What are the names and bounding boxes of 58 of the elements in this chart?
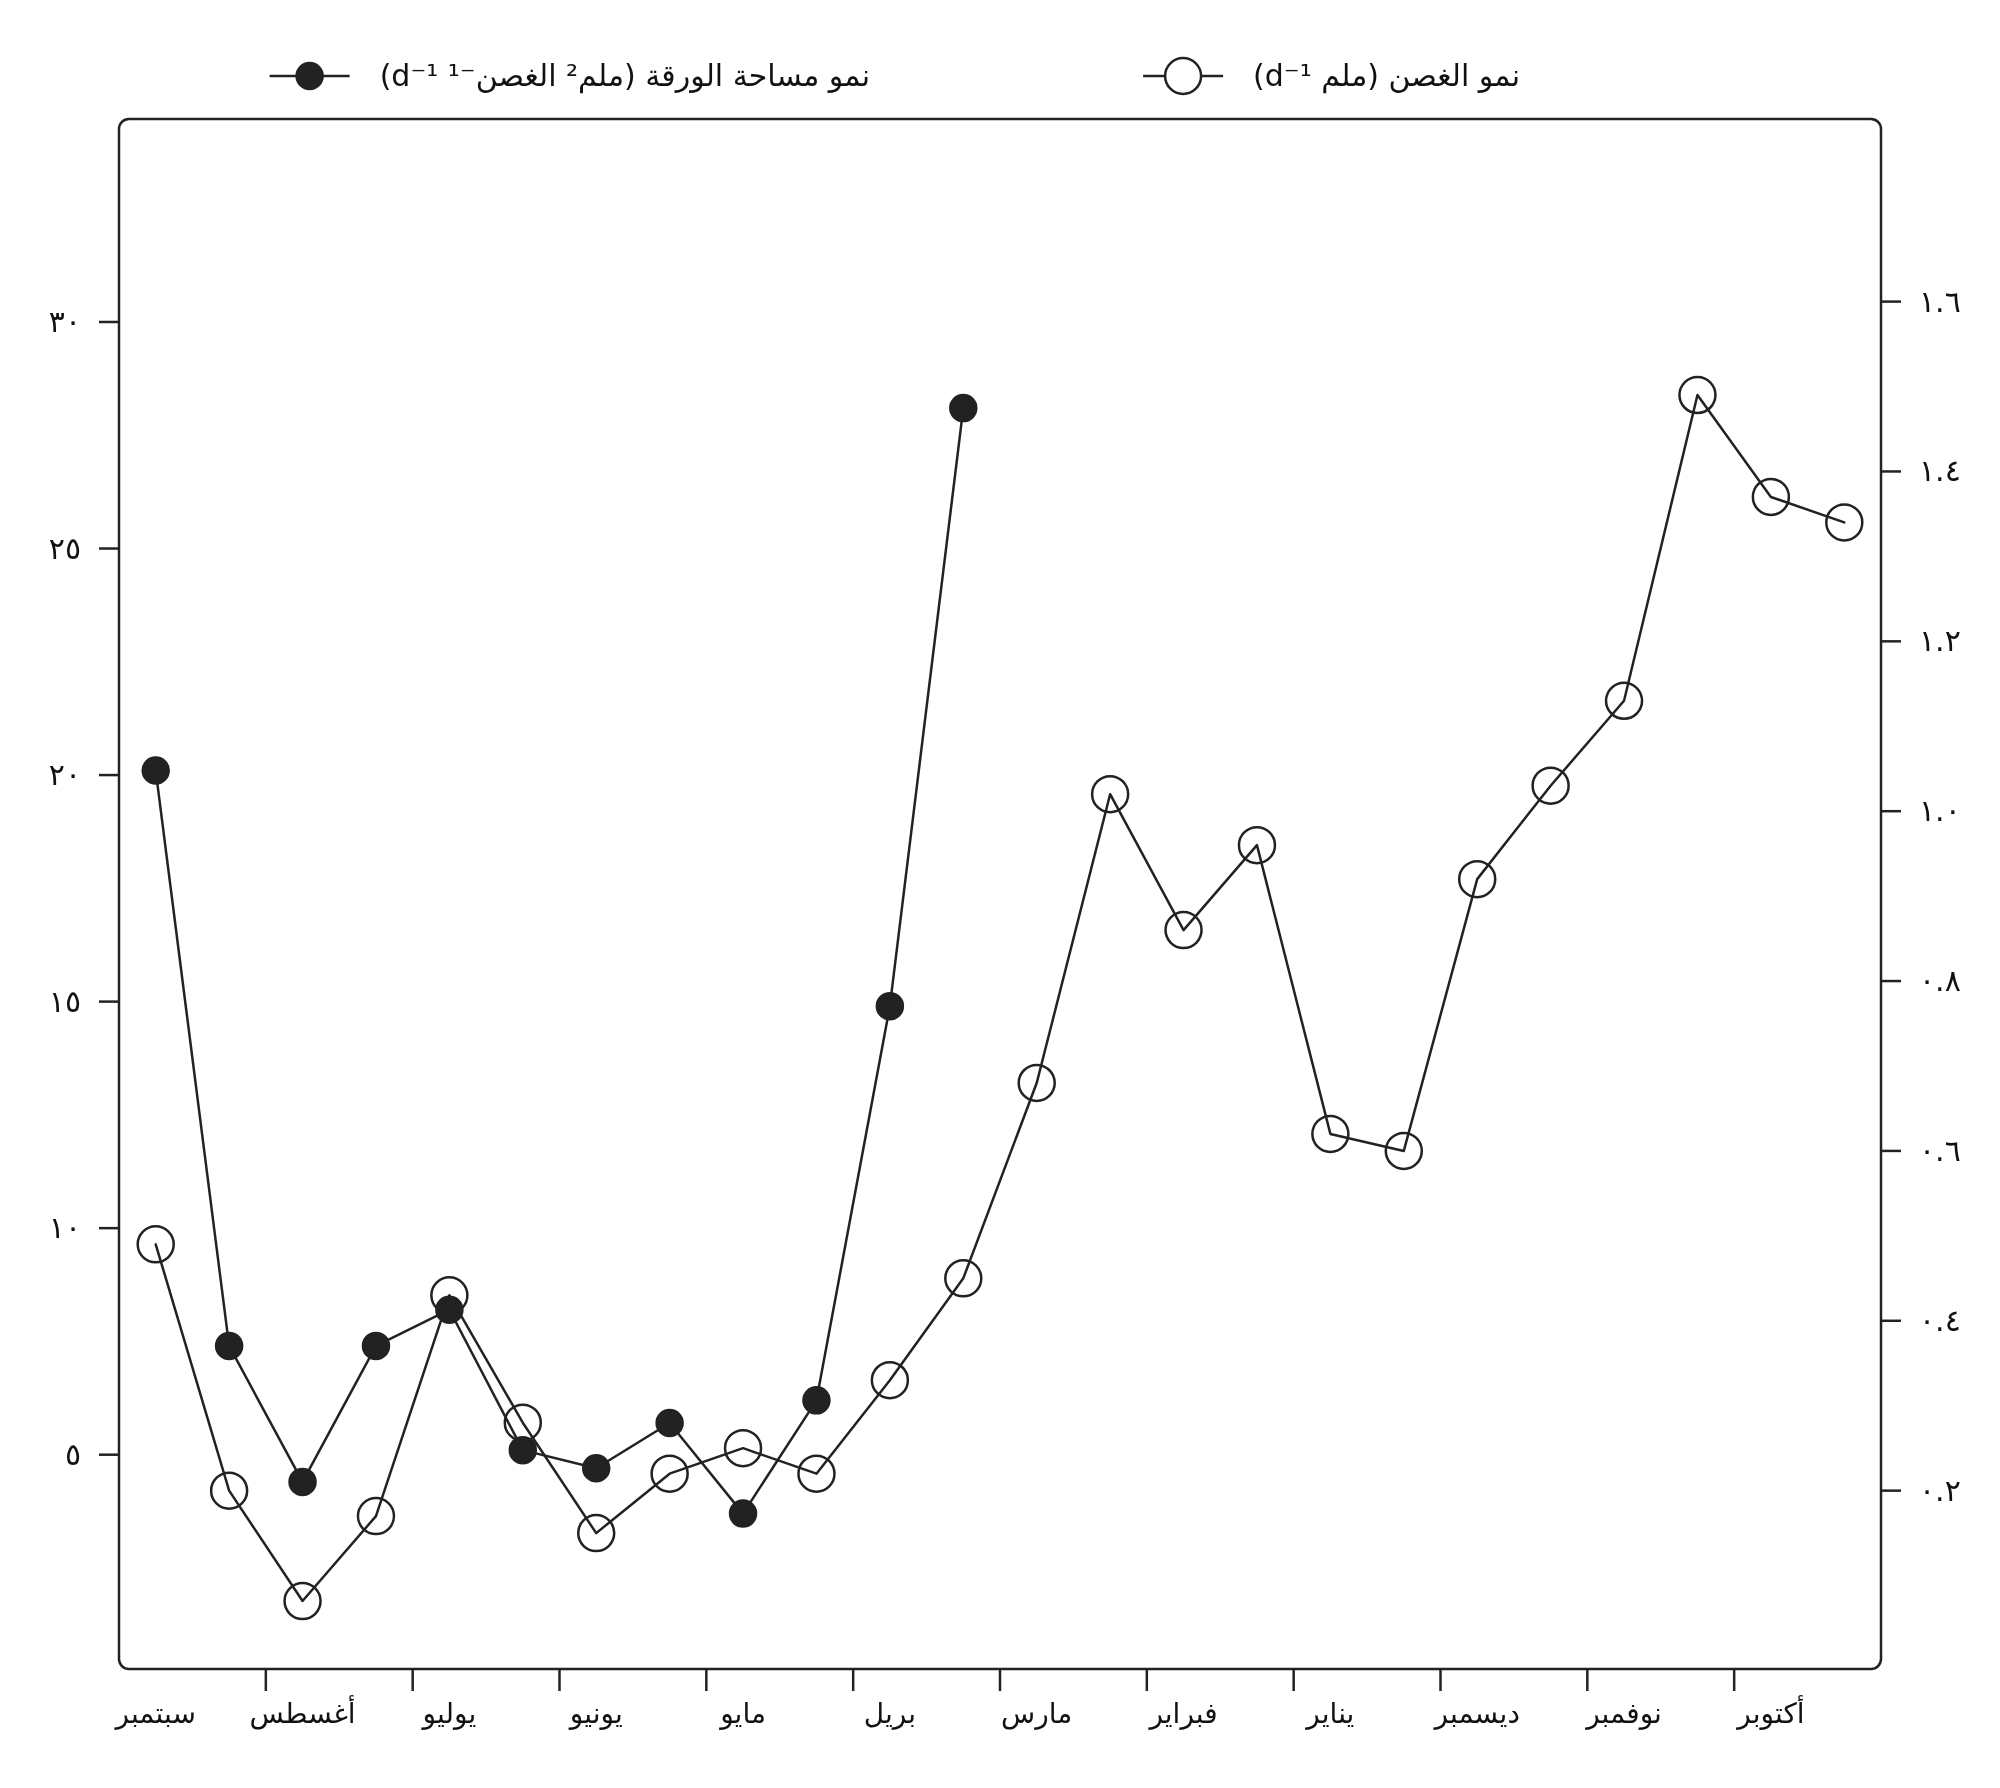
x-tick-label: ديسمبر [1432,1697,1520,1730]
point [136,1225,175,1264]
point [1457,859,1497,899]
y-tick-label: ١٥ [48,983,81,1019]
point [1164,910,1203,950]
point [1678,375,1717,415]
point [356,1496,396,1536]
point [870,1360,910,1400]
point [581,1454,611,1483]
y2-tick-label: ١.٦ [1919,283,1961,319]
y-tick-label: ٣٠ [48,303,81,339]
y2-tick-label: ١.٤ [1919,453,1961,489]
point [728,1499,758,1528]
point [1384,1131,1424,1171]
point [1604,681,1644,721]
point [802,1386,831,1415]
point [288,1467,317,1497]
y2-tick-label: ٠.٢ [1919,1472,1961,1508]
x-tick-label: أكتوبر [1735,1694,1805,1730]
point [576,1513,616,1553]
point [797,1454,836,1493]
y2-tick-label: ١.٢ [1919,623,1961,659]
point [723,1428,763,1468]
y-tick-label: ٢٠ [48,757,81,793]
x-tick-label: يونيو [567,1697,623,1730]
point [283,1581,322,1621]
x-tick-label: يوليو [420,1697,477,1730]
point [209,1471,249,1510]
point [650,1454,689,1493]
point [1825,503,1864,542]
x-tick-label: سبتمبر [113,1697,196,1730]
point [435,1295,464,1324]
x-tick-label: مارس [1001,1697,1073,1730]
point [655,1408,684,1438]
x-tick-label: أغسطس [249,1694,356,1730]
y2-tick-label: ٠.٦ [1919,1132,1961,1168]
point [949,393,978,423]
x-tick-label: بريل [863,1697,916,1730]
point [1090,774,1130,814]
legend-label: نمو مساحة الورقة (ملم² الغصن⁻¹ d⁻¹) [379,58,870,94]
y-tick-label: ٢٥ [48,530,81,566]
y2-tick-label: ٠.٤ [1919,1302,1961,1338]
x-tick-label: مايو [718,1697,766,1730]
x-tick-label: نوفمبر [1584,1697,1662,1730]
x-tick-label: فبراير [1147,1697,1218,1730]
y-tick-label: ١٠ [48,1210,81,1246]
point [1017,1063,1056,1103]
x-tick-label: يناير [1304,1697,1355,1730]
y2-tick-label: ٠.٨ [1919,963,1961,999]
point [944,1259,983,1298]
y-tick-label: ٥ [64,1436,81,1472]
point [1751,477,1791,517]
y2-tick-label: ١.٠ [1919,793,1961,829]
point [141,756,170,785]
legend-label: نمو الغصن (ملم d⁻¹) [1253,58,1520,94]
point [1311,1114,1350,1154]
point [1237,825,1277,865]
point [1531,766,1570,805]
